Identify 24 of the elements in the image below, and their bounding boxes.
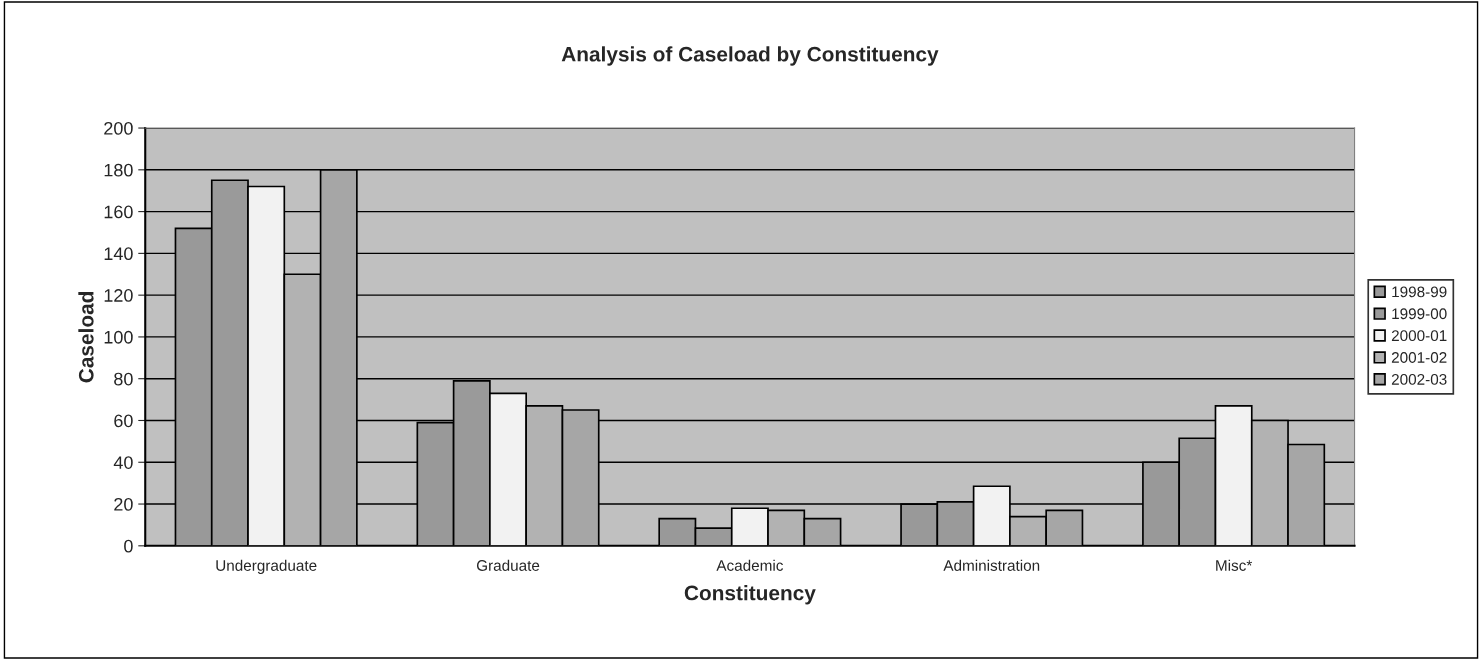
y-tick-label: 60 bbox=[114, 414, 133, 428]
x-tick-label: Academic bbox=[716, 559, 784, 571]
y-tick-label: 0 bbox=[124, 539, 133, 553]
x-axis-title: Constituency bbox=[684, 585, 816, 605]
y-tick-label: 20 bbox=[114, 497, 133, 511]
x-tick-label: Graduate bbox=[476, 559, 540, 571]
y-tick-label: 140 bbox=[104, 247, 133, 261]
x-tick-label: Misc* bbox=[1216, 559, 1253, 571]
y-tick-label: 160 bbox=[104, 205, 133, 219]
y-tick-label: 80 bbox=[114, 372, 133, 386]
legend-label: 1999-00 bbox=[1392, 308, 1447, 320]
y-tick-label: 120 bbox=[104, 289, 133, 302]
legend-label: 2001-02 bbox=[1391, 352, 1447, 363]
y-tick-label: 200 bbox=[104, 121, 133, 135]
y-tick-label: 40 bbox=[113, 456, 133, 469]
y-tick-label: 100 bbox=[104, 330, 133, 344]
x-tick-label: Undergraduate bbox=[216, 559, 317, 574]
legend-label: 1998-99 bbox=[1392, 286, 1447, 298]
x-tick-label: Administration bbox=[943, 559, 1040, 571]
chart-title: Analysis of Caseload by Constituency bbox=[561, 46, 939, 66]
legend-label: 2002-03 bbox=[1391, 373, 1447, 385]
legend-label: 2000-01 bbox=[1391, 330, 1447, 342]
y-axis-title: Caseload bbox=[78, 291, 94, 383]
y-tick-label: 180 bbox=[104, 163, 133, 177]
